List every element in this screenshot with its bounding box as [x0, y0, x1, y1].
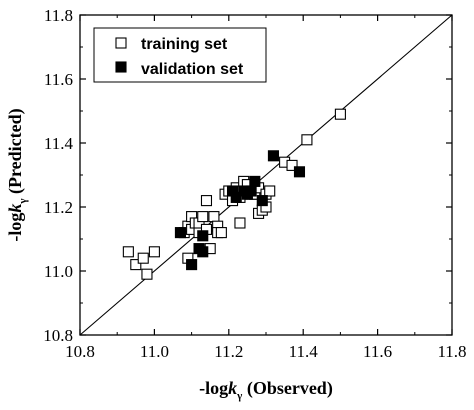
x-axis: 10.8 11.0 11.2 11.4 11.6 11.8 [65, 15, 467, 361]
y-axis: 10.8 11.0 11.2 11.4 11.6 11.8 [43, 6, 452, 345]
y-tick-label: 10.8 [43, 326, 73, 345]
y-axis-title-sub: γ [17, 198, 29, 204]
y-tick-label: 11.8 [44, 6, 73, 25]
x-tick-label: 11.8 [437, 342, 466, 361]
series-validation-set [174, 150, 306, 271]
legend-marker-training [115, 37, 127, 49]
x-tick-label: 11.2 [214, 342, 243, 361]
y-tick-label: 11.6 [44, 70, 73, 89]
legend-label-training: training set [141, 36, 228, 53]
legend-label-validation: validation set [141, 61, 244, 78]
y-axis-title-prefix: -log [5, 213, 25, 242]
training-point [208, 211, 220, 223]
training-point [264, 185, 276, 197]
x-axis-title-suffix: (Observed) [242, 378, 332, 399]
validation-point [197, 230, 209, 242]
training-point [130, 259, 142, 271]
y-axis-title-italic: k [5, 204, 25, 213]
x-tick-label: 11.6 [363, 342, 392, 361]
x-tick-label: 10.8 [65, 342, 95, 361]
training-point [141, 268, 153, 280]
y-tick-label: 11.4 [44, 134, 74, 153]
x-axis-title-sub: γ [236, 390, 242, 402]
validation-point [230, 191, 242, 203]
legend-box [93, 27, 267, 83]
x-axis-title-prefix: -log [199, 378, 228, 398]
x-tick-label: 11.0 [140, 342, 169, 361]
legend-marker-validation [115, 61, 127, 73]
validation-point [293, 166, 306, 178]
y-tick-label: 11.2 [44, 198, 73, 217]
training-point [148, 246, 160, 258]
validation-point [267, 150, 279, 162]
validation-point [197, 246, 209, 258]
x-tick-label: 11.4 [289, 342, 319, 361]
training-point [122, 246, 134, 258]
validation-point [249, 175, 261, 187]
training-point [286, 159, 298, 171]
x-axis-title: -logkγ (Observed) [199, 378, 333, 402]
training-point [215, 227, 227, 239]
training-point [334, 108, 346, 120]
validation-point [174, 227, 186, 239]
training-point [301, 134, 313, 146]
legend: training set validation set [93, 27, 267, 83]
validation-point [256, 195, 268, 207]
y-tick-label: 11.0 [44, 262, 73, 281]
reference-line [79, 14, 453, 336]
training-point [234, 217, 246, 229]
y-axis-title: -logkγ (Predicted) [5, 108, 29, 241]
training-point [197, 211, 209, 223]
validation-point [186, 259, 198, 271]
validation-point [245, 185, 257, 197]
training-point [200, 195, 213, 207]
x-axis-title-italic: k [228, 378, 237, 398]
training-point [137, 252, 149, 264]
y-axis-title-suffix: (Predicted) [5, 108, 26, 198]
